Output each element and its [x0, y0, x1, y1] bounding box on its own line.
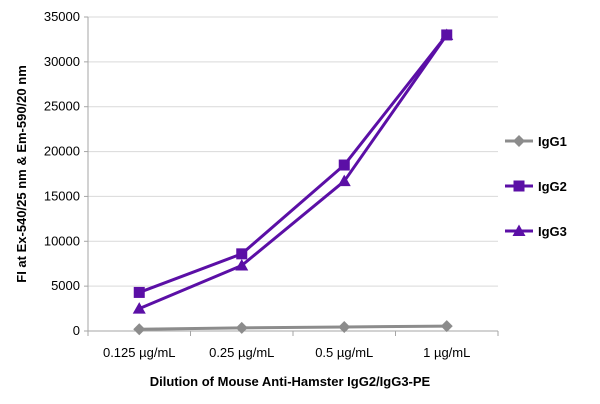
x-axis-title: Dilution of Mouse Anti-Hamster IgG2/IgG3…	[150, 374, 431, 389]
series-line	[138, 34, 448, 310]
y-tick-label: 15000	[44, 188, 80, 203]
series-layer	[132, 28, 454, 336]
y-tick-label: 10000	[44, 233, 80, 248]
x-tick-label: 0.125 µg/mL	[103, 345, 176, 360]
legend-label: IgG3	[538, 224, 567, 239]
x-tick-labels: 0.125 µg/mL 0.25 µg/mL 0.5 µg/mL 1 µg/mL	[103, 345, 470, 360]
y-tick-labels: 0 5000 10000 15000 20000 25000 30000 35000	[44, 9, 80, 338]
data-point	[441, 29, 453, 41]
legend-item-igg2: IgG2	[505, 179, 567, 194]
y-axis-title: FI at Ex-540/25 nm & Em-590/20 nm	[14, 65, 29, 282]
gridlines	[88, 16, 498, 287]
data-point	[338, 159, 350, 171]
data-point	[440, 320, 453, 333]
y-tick-label: 30000	[44, 54, 80, 69]
y-tick-label: 5000	[51, 278, 80, 293]
series-igg3	[132, 28, 454, 314]
data-point	[235, 259, 249, 271]
legend: IgG1 IgG2 IgG3	[505, 134, 567, 239]
y-tick-label: 25000	[44, 99, 80, 114]
data-point	[133, 286, 145, 298]
series-igg1	[133, 320, 453, 336]
legend-marker	[513, 180, 525, 192]
data-point	[338, 320, 351, 333]
legend-label: IgG2	[538, 179, 567, 194]
y-tick-label: 20000	[44, 144, 80, 159]
series-line	[138, 34, 448, 294]
x-tick-label: 0.25 µg/mL	[209, 345, 274, 360]
series-igg2	[133, 29, 453, 298]
legend-item-igg3: IgG3	[505, 224, 567, 239]
y-tick-label: 0	[73, 323, 80, 338]
data-point	[235, 321, 248, 334]
x-tick-label: 0.5 µg/mL	[315, 345, 373, 360]
y-tick-label: 35000	[44, 9, 80, 24]
data-point	[132, 302, 146, 314]
data-point	[133, 323, 146, 336]
x-tick-label: 1 µg/mL	[423, 345, 470, 360]
data-point	[236, 248, 248, 260]
axes	[84, 16, 499, 336]
legend-label: IgG1	[538, 134, 567, 149]
legend-marker	[512, 224, 526, 236]
series-line	[139, 324, 447, 331]
legend-item-igg1: IgG1	[505, 134, 567, 149]
legend-marker	[513, 135, 525, 147]
data-point	[337, 174, 351, 187]
